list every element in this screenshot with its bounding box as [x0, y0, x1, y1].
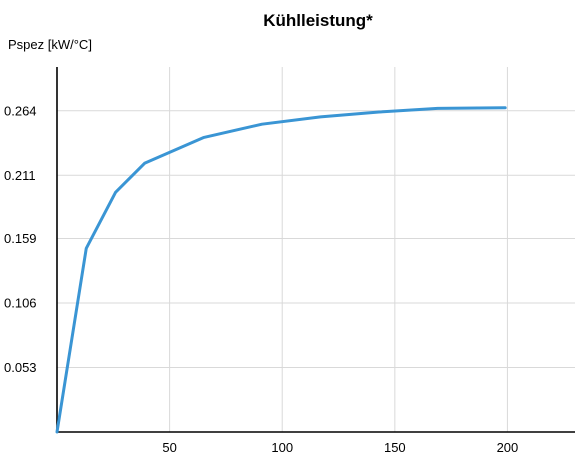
- y-tick-label: 0.211: [4, 168, 36, 183]
- y-tick-label: 0.106: [4, 296, 37, 311]
- grid: [57, 67, 575, 432]
- y-tick-label: 0.053: [4, 360, 37, 375]
- tick-labels: 0.053 0.106 0.159 0.211 0.264 50 100 150 200: [4, 103, 518, 455]
- series-lines: [55, 106, 507, 434]
- axes: [56, 67, 575, 433]
- x-tick-label: 100: [271, 440, 293, 455]
- chart-title: Kühlleistung*: [263, 11, 373, 30]
- x-tick-label: 50: [162, 440, 176, 455]
- x-tick-label: 200: [497, 440, 519, 455]
- y-axis-label: Pspez [kW/°C]: [8, 37, 92, 52]
- y-tick-label: 0.264: [4, 103, 37, 118]
- series-line: [55, 106, 507, 434]
- y-tick-label: 0.159: [4, 231, 37, 246]
- x-tick-label: 150: [384, 440, 406, 455]
